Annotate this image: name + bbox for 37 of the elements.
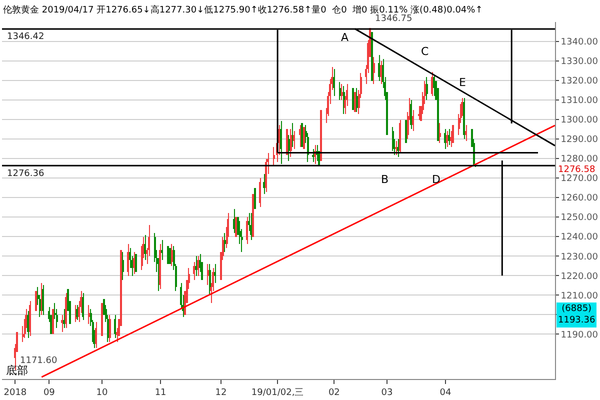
annotation: 1346.75 (375, 14, 412, 24)
chart-title: 伦敦黄金 2019/04/17 开1276.65↓高1277.30↓低1275.90↑收1276.58↑量0 仓0 增0 振0.11% 涨(0.48)0.04%↑ (3, 4, 483, 16)
y-tick-label: 1290.00 (560, 135, 598, 146)
y-tick-label: 1220.00 (560, 272, 598, 282)
text: (6885) 1193.36 (558, 304, 596, 326)
y-tick-label: 1340.00 (560, 38, 598, 48)
x-tick-label: 2018 (4, 388, 27, 398)
x-tick-label: 03 (381, 388, 393, 398)
x-tick-label: 02 (328, 388, 340, 398)
y-tick-label: 1320.00 (560, 76, 598, 87)
annotation: A (341, 31, 349, 44)
y-tick-label: 1280.00 (560, 154, 598, 165)
y-tick-label: 1190.00 (560, 330, 598, 340)
y-tick-label: 1300.00 (560, 116, 598, 126)
x-tick-label: 11 (154, 388, 166, 398)
x-tick-label: 04 (440, 388, 452, 398)
y-tick-label: 1260.00 (560, 194, 598, 204)
y-tick-label: 1330.00 (560, 57, 598, 68)
y-tick-label: 1270.00 (560, 174, 598, 184)
ref-line-label: 1346.42 (7, 32, 44, 42)
annotation: C (421, 45, 429, 58)
x-tick-label: 10 (96, 388, 108, 398)
x-tick-label: 19/01/02,三 (251, 388, 304, 398)
annotation: D (432, 173, 440, 186)
x-tick-label: 09 (43, 388, 56, 398)
y-tick-label: 1240.00 (560, 232, 598, 243)
y-tick-label: 1310.00 (560, 96, 598, 106)
annotation: 底部 (6, 364, 28, 377)
annotation: B (381, 173, 389, 186)
ref-line-label: 1276.36 (7, 169, 44, 179)
x-tick-label: 12 (215, 388, 227, 398)
annotation: 1171.60 (20, 356, 58, 366)
annotation: 1276.58 (558, 165, 596, 175)
y-tick-label: 1230.00 (560, 252, 598, 262)
annotation: E (459, 76, 466, 89)
y-tick-label: 1250.00 (560, 213, 598, 224)
y-tick-label: 1210.00 (560, 291, 598, 302)
